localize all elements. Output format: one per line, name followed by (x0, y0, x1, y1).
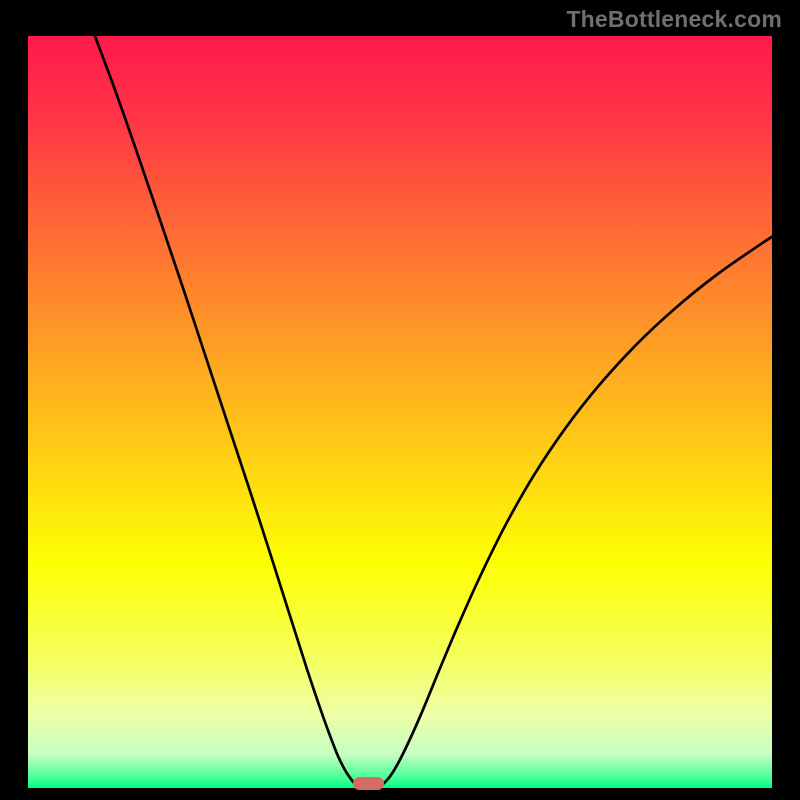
watermark-text: TheBottleneck.com (566, 6, 782, 33)
plot-area (28, 36, 772, 788)
left-branch-curve (95, 36, 359, 787)
curve-layer (28, 36, 772, 788)
chart-container: TheBottleneck.com (0, 0, 800, 800)
right-branch-curve (379, 237, 772, 787)
bottom-pill-marker (353, 777, 384, 791)
